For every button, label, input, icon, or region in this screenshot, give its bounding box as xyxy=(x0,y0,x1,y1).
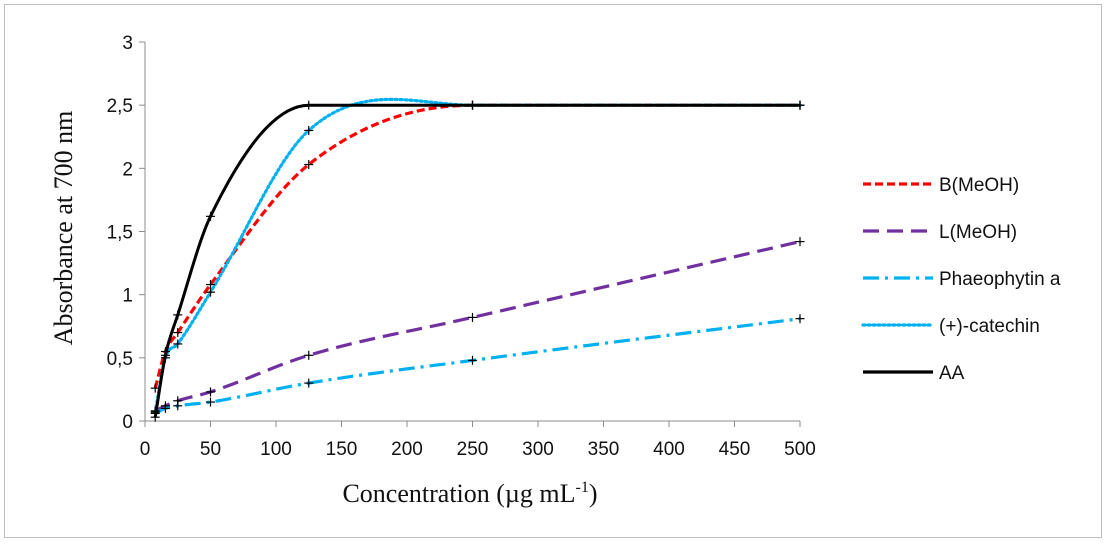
legend-label: Phaeophytin a xyxy=(939,269,1061,290)
data-point-b-meoh xyxy=(173,328,183,338)
series-line-b-meoh xyxy=(153,103,800,389)
data-point-phaeophytin-a xyxy=(206,397,215,407)
data-markers xyxy=(150,100,805,422)
legend-item-l-meoh: L(MeOH) xyxy=(863,222,1017,243)
legend-label: B(MeOH) xyxy=(939,175,1019,196)
legend-item-b-meoh: B(MeOH) xyxy=(863,175,1019,196)
data-point-b-meoh xyxy=(206,280,215,290)
x-tick-label: 450 xyxy=(719,439,751,460)
plot-area: 0 0,5 1 1,5 2 2,5 3 0 50 100 150 200 250 300 350 400 45… xyxy=(107,33,816,460)
x-tick-label: 500 xyxy=(784,439,816,460)
data-point-aa xyxy=(795,100,805,110)
series-line-aa xyxy=(153,103,800,418)
chart-frame xyxy=(4,4,1102,538)
data-point-aa xyxy=(304,100,314,110)
y-tick-label: 0,5 xyxy=(107,349,133,370)
data-point-aa xyxy=(173,310,183,320)
data-point-phaeophytin-a xyxy=(173,401,183,411)
legend-item-catechin: (+)-catechin xyxy=(861,316,1040,337)
y-tick-label: 2,5 xyxy=(107,96,133,117)
data-point-catechin xyxy=(173,339,183,349)
x-tick-label: 0 xyxy=(140,439,151,460)
legend: B(MeOH) L(MeOH) Phaeophytin a (+)-catechin A… xyxy=(861,175,1061,384)
data-point-l-meoh xyxy=(206,387,215,397)
data-point-b-meoh xyxy=(150,383,160,393)
series-lines xyxy=(153,97,802,418)
data-point-l-meoh xyxy=(795,237,805,247)
legend-label: L(MeOH) xyxy=(939,222,1017,243)
x-tick-label: 150 xyxy=(326,439,358,460)
x-tick-label: 350 xyxy=(588,439,620,460)
legend-item-phaeophytin-a: Phaeophytin a xyxy=(863,269,1061,290)
x-axis-title-sup: -1 xyxy=(576,479,589,496)
y-tick-label: 1,5 xyxy=(107,223,133,244)
data-point-aa xyxy=(160,350,170,360)
data-point-phaeophytin-a xyxy=(795,314,805,324)
data-point-aa xyxy=(468,100,477,110)
y-tick-label: 3 xyxy=(122,33,133,54)
data-point-aa xyxy=(206,211,215,221)
x-axis-title-suffix: ) xyxy=(589,479,598,508)
x-axis-title: Concentration (µg mL-1) xyxy=(342,479,597,508)
data-point-l-meoh xyxy=(468,312,477,322)
data-point-l-meoh xyxy=(304,350,314,360)
legend-item-aa: AA xyxy=(863,363,965,384)
data-point-catechin xyxy=(206,287,215,297)
data-point-phaeophytin-a xyxy=(160,403,170,413)
legend-label: (+)-catechin xyxy=(939,316,1040,337)
legend-label: AA xyxy=(939,363,965,384)
x-tick-label: 200 xyxy=(391,439,423,460)
x-tick-label: 250 xyxy=(457,439,489,460)
y-tick-label: 2 xyxy=(122,159,133,180)
data-point-catechin xyxy=(304,125,314,135)
x-tick-label: 300 xyxy=(522,439,554,460)
y-axis-title: Absorbance at 700 nm xyxy=(49,111,78,346)
series-line-phaeophytin-a xyxy=(154,317,801,415)
x-axis-ticks: 0 50 100 150 200 250 300 350 400 450 500 xyxy=(140,421,816,460)
data-point-b-meoh xyxy=(304,160,314,170)
x-tick-label: 400 xyxy=(653,439,685,460)
data-point-aa xyxy=(150,412,160,422)
series-line-l-meoh xyxy=(154,240,801,413)
y-tick-label: 0 xyxy=(122,412,133,433)
data-point-phaeophytin-a xyxy=(468,355,477,365)
data-point-phaeophytin-a xyxy=(304,378,314,388)
x-tick-label: 100 xyxy=(260,439,292,460)
y-tick-label: 1 xyxy=(122,286,133,307)
x-tick-label: 50 xyxy=(200,439,221,460)
x-axis-title-main: Concentration (µg mL xyxy=(342,479,575,508)
y-axis-ticks: 0 0,5 1 1,5 2 2,5 3 xyxy=(107,33,145,433)
